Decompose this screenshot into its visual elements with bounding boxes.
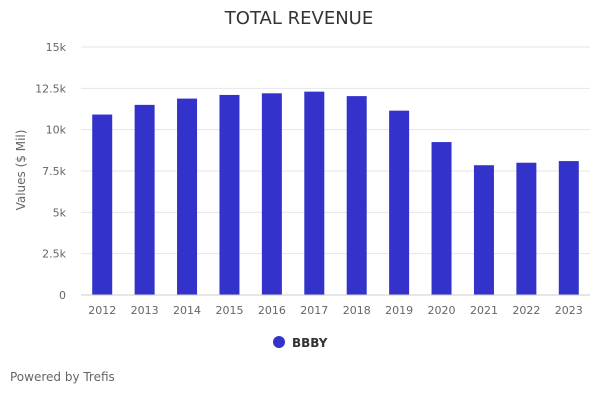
x-axis-ticks: 2012 2013 2014 2015 2016 2017 2018 2019 2020 2021… <box>88 304 583 317</box>
bar-2019[interactable] <box>389 110 410 295</box>
legend-label-bbby[interactable]: BBBY <box>292 336 328 350</box>
y-tick-label: 12.5k <box>35 82 66 95</box>
y-tick-label: 15k <box>46 41 67 54</box>
y-tick-label: 7.5k <box>42 165 66 178</box>
bar-2015[interactable] <box>219 94 240 296</box>
x-tick-label: 2018 <box>343 304 371 317</box>
x-tick-label: 2014 <box>173 304 201 317</box>
x-tick-label: 2012 <box>88 304 116 317</box>
y-tick-label: 0 <box>59 289 66 302</box>
bar-2017[interactable] <box>304 91 325 295</box>
x-tick-label: 2017 <box>300 304 328 317</box>
credits-text[interactable]: Powered by Trefis <box>10 370 115 384</box>
legend-marker-bbby[interactable] <box>273 336 285 348</box>
x-tick-label: 2022 <box>512 304 540 317</box>
chart-title: TOTAL REVENUE <box>224 8 373 29</box>
bar-2020[interactable] <box>431 142 452 295</box>
bar-2014[interactable] <box>177 98 198 295</box>
y-tick-label: 2.5k <box>42 248 66 261</box>
bar-2023[interactable] <box>558 161 579 295</box>
bar-2016[interactable] <box>261 93 282 295</box>
x-tick-label: 2020 <box>428 304 456 317</box>
bar-2021[interactable] <box>473 165 494 295</box>
bar-2013[interactable] <box>134 104 155 295</box>
x-tick-label: 2019 <box>385 304 413 317</box>
legend[interactable]: BBBY <box>273 336 328 350</box>
bar-2018[interactable] <box>346 96 367 295</box>
bar-2012[interactable] <box>92 114 113 295</box>
bars <box>92 91 579 296</box>
y-axis-title: Values ($ Mil) <box>14 130 28 211</box>
x-tick-label: 2013 <box>131 304 159 317</box>
bar-2022[interactable] <box>516 162 537 295</box>
y-tick-label: 5k <box>53 206 67 219</box>
x-tick-label: 2023 <box>555 304 583 317</box>
x-tick-label: 2015 <box>215 304 243 317</box>
x-tick-label: 2016 <box>258 304 286 317</box>
x-tick-label: 2021 <box>470 304 498 317</box>
y-tick-label: 10k <box>46 124 67 137</box>
gridlines <box>81 46 590 255</box>
y-axis-ticks: 0 2.5k 5k 7.5k 10k 12.5k 15k <box>35 41 66 302</box>
